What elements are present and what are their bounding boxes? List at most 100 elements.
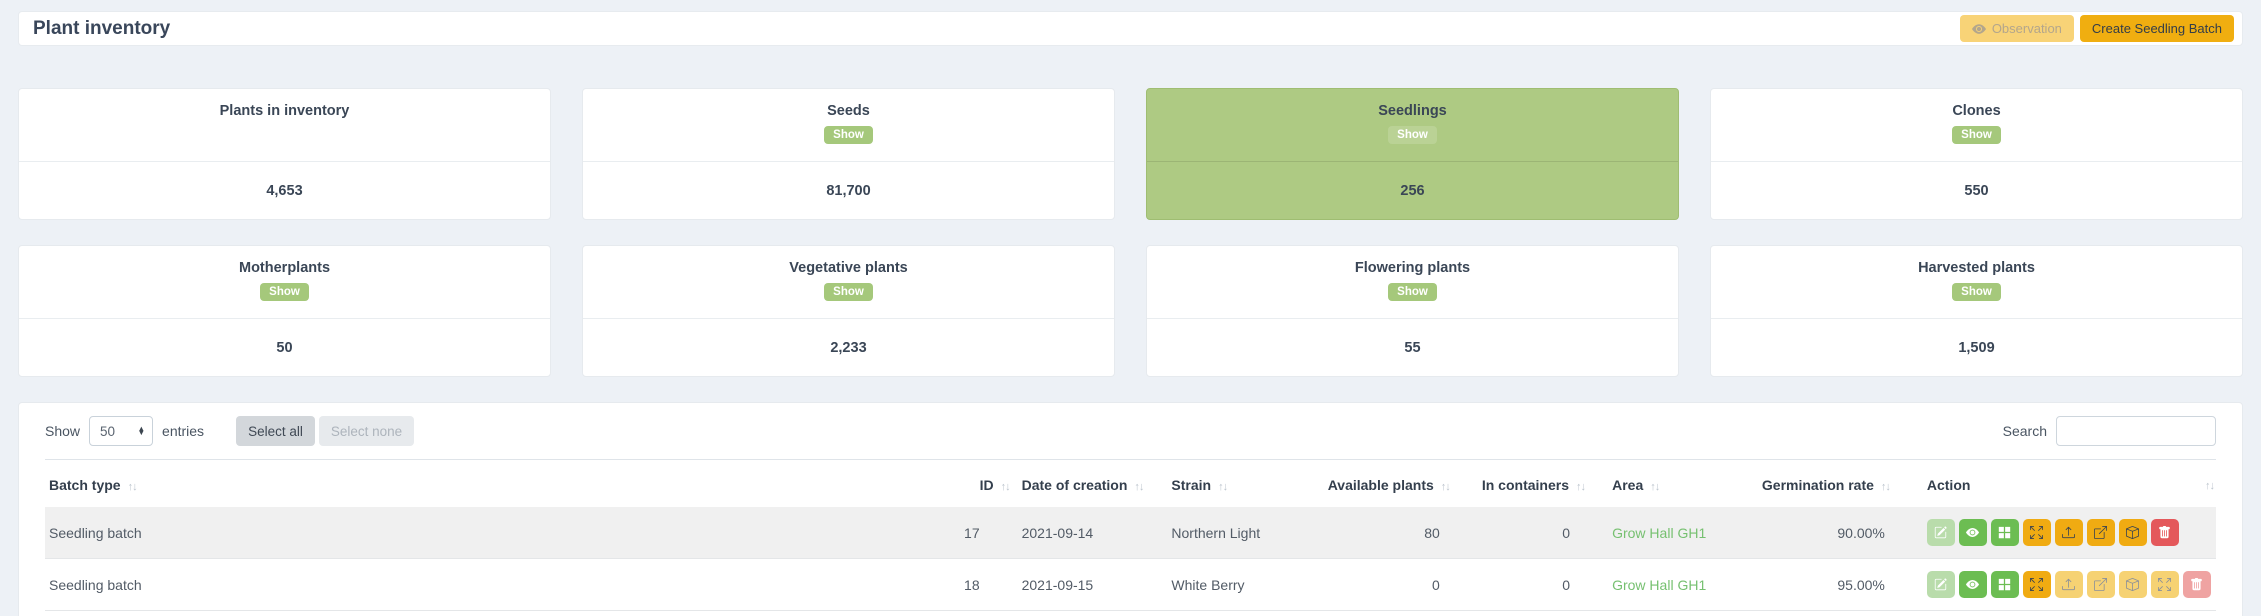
sort-icon: ↑↓	[1650, 481, 1660, 493]
in-containers-cell: 0	[1562, 576, 1571, 593]
page-title: Plant inventory	[33, 17, 171, 39]
table-header-row: Batch type ↑↓ ID ↑↓ Date of creation ↑↓ Str…	[45, 462, 2216, 507]
batch-type-cell: Seedling batch	[45, 507, 946, 559]
card-seeds: Seeds Show 81,700	[582, 88, 1115, 220]
box-action-button[interactable]	[2118, 519, 2147, 546]
topbar-buttons: Observation Create Seedling Batch	[1959, 15, 2234, 42]
trash-action-button[interactable]	[2150, 519, 2179, 546]
eye-action-button[interactable]	[1958, 571, 1987, 598]
card-motherplants: Motherplants Show 50	[18, 245, 551, 377]
action-buttons	[1926, 571, 2211, 598]
box-arrow-action-button[interactable]	[2086, 519, 2115, 546]
create-seedling-batch-button[interactable]: Create Seedling Batch	[2079, 15, 2234, 42]
col-header-germination-rate[interactable]: Germination rate ↑↓	[1761, 477, 1891, 493]
card-head: Seedlings Show	[1147, 89, 1678, 162]
card-value: 55	[1404, 339, 1421, 356]
arrows-move-action-button[interactable]	[2150, 571, 2179, 598]
available-plants-cell: 0	[1432, 576, 1440, 593]
search-label: Search	[2002, 423, 2047, 439]
sort-icon: ↑↓	[1134, 481, 1144, 493]
entries-suffix-label: entries	[162, 423, 205, 439]
table-row[interactable]: Seedling batch 17 2021-09-14 Northern Li…	[45, 507, 2216, 559]
card-plants-in-inventory: Plants in inventory 4,653	[18, 88, 551, 220]
date-cell: 2021-09-14	[1017, 507, 1168, 559]
edit-action-button[interactable]	[1926, 571, 1955, 598]
available-plants-cell: 80	[1323, 507, 1478, 559]
sort-icon: ↑↓	[1000, 481, 1011, 493]
edit-icon	[1935, 526, 1948, 539]
trash-action-button[interactable]	[2182, 571, 2211, 598]
show-badge[interactable]: Show	[1388, 126, 1437, 144]
card-title: Vegetative plants	[789, 260, 908, 276]
divider	[45, 459, 2216, 460]
card-vegetative-plants: Vegetative plants Show 2,233	[582, 245, 1115, 377]
card-title: Motherplants	[238, 260, 331, 276]
grid-action-button[interactable]	[1990, 571, 2019, 598]
box-action-button[interactable]	[2118, 571, 2147, 598]
table-row[interactable]: Seedling batch 18 2021-09-15 White Berry…	[45, 559, 2216, 611]
date-cell: 2021-09-15	[1021, 576, 1094, 593]
seedling-batch-table: Batch type ↑↓ ID ↑↓ Date of creation ↑↓ Str…	[45, 462, 2216, 611]
card-title: Seedlings	[1378, 103, 1447, 119]
upload-icon	[2062, 578, 2076, 591]
arrows-move-action-button[interactable]	[2022, 571, 2051, 598]
eye-action-button[interactable]	[1958, 519, 1987, 546]
grid-icon	[1999, 578, 2011, 591]
arrows-move-action-button[interactable]	[2022, 519, 2051, 546]
grid-action-button[interactable]	[1990, 519, 2019, 546]
strain-cell: White Berry	[1171, 576, 1245, 593]
trash-icon	[2191, 578, 2203, 591]
entries-value: 50	[100, 423, 116, 439]
show-badge[interactable]: Show	[824, 126, 873, 144]
upload-action-button[interactable]	[2054, 519, 2083, 546]
col-header-in-containers[interactable]: In containers ↑↓	[1481, 477, 1586, 493]
col-header-strain[interactable]: Strain ↑↓	[1171, 477, 1228, 493]
card-head: Flowering plants Show	[1147, 246, 1678, 319]
germination-rate-cell: 90.00%	[1757, 507, 1923, 559]
show-badge[interactable]: Show	[1952, 126, 2001, 144]
col-header-action[interactable]: Action ↑↓	[1926, 477, 2215, 493]
col-header-date-of-creation[interactable]: Date of creation ↑↓	[1021, 477, 1145, 493]
area-cell: Grow Hall GH1	[1608, 507, 1758, 559]
create-button-label: Create Seedling Batch	[2091, 21, 2222, 36]
card-title: Harvested plants	[1918, 260, 2035, 276]
entries-select[interactable]: 50 ▲ ▼	[89, 416, 154, 446]
area-link[interactable]: Grow Hall GH1	[1612, 524, 1707, 541]
card-value: 1,509	[1958, 339, 1995, 356]
card-harvested-plants: Harvested plants Show 1,509	[1710, 245, 2243, 377]
germination-rate-cell: 95.00%	[1837, 576, 1885, 593]
sort-icon: ↑↓	[1218, 481, 1228, 493]
search-input[interactable]	[2056, 416, 2216, 446]
show-badge[interactable]: Show	[1388, 283, 1437, 301]
card-head: Harvested plants Show	[1711, 246, 2242, 319]
area-link[interactable]: Grow Hall GH1	[1612, 576, 1707, 593]
card-title: Seeds	[827, 103, 870, 119]
arrows-move-icon	[2158, 578, 2172, 591]
box-arrow-icon	[2094, 578, 2108, 591]
col-header-id[interactable]: ID ↑↓	[979, 477, 1011, 493]
box-arrow-icon	[2094, 526, 2108, 539]
select-none-button[interactable]: Select none	[318, 416, 415, 446]
show-badge[interactable]: Show	[1952, 283, 2001, 301]
box-arrow-action-button[interactable]	[2086, 571, 2115, 598]
card-value: 550	[1964, 182, 1989, 199]
area-cell: Grow Hall GH1	[1608, 559, 1758, 611]
trash-icon	[2159, 526, 2171, 539]
box-icon	[2126, 578, 2140, 591]
batch-table-card: Show 50 ▲ ▼ entries Select all Select no…	[18, 402, 2243, 616]
upload-action-button[interactable]	[2054, 571, 2083, 598]
observation-button-label: Observation	[1991, 21, 2062, 36]
id-cell: 18	[964, 576, 980, 593]
edit-action-button[interactable]	[1926, 519, 1955, 546]
col-header-batch-type[interactable]: Batch type ↑↓	[49, 477, 138, 493]
card-head: Clones Show	[1711, 89, 2242, 162]
col-header-area[interactable]: Area ↑↓	[1612, 477, 1660, 493]
show-entries-label: Show	[45, 423, 81, 439]
select-all-button[interactable]: Select all	[236, 416, 315, 446]
card-head: Vegetative plants Show	[583, 246, 1114, 319]
show-badge[interactable]: Show	[260, 283, 309, 301]
show-badge[interactable]: Show	[824, 283, 873, 301]
stat-cards-row-1: Plants in inventory 4,653 Seeds Show 81,…	[18, 88, 2243, 220]
observation-button[interactable]: Observation	[1959, 15, 2074, 42]
col-header-available-plants[interactable]: Available plants ↑↓	[1327, 477, 1451, 493]
